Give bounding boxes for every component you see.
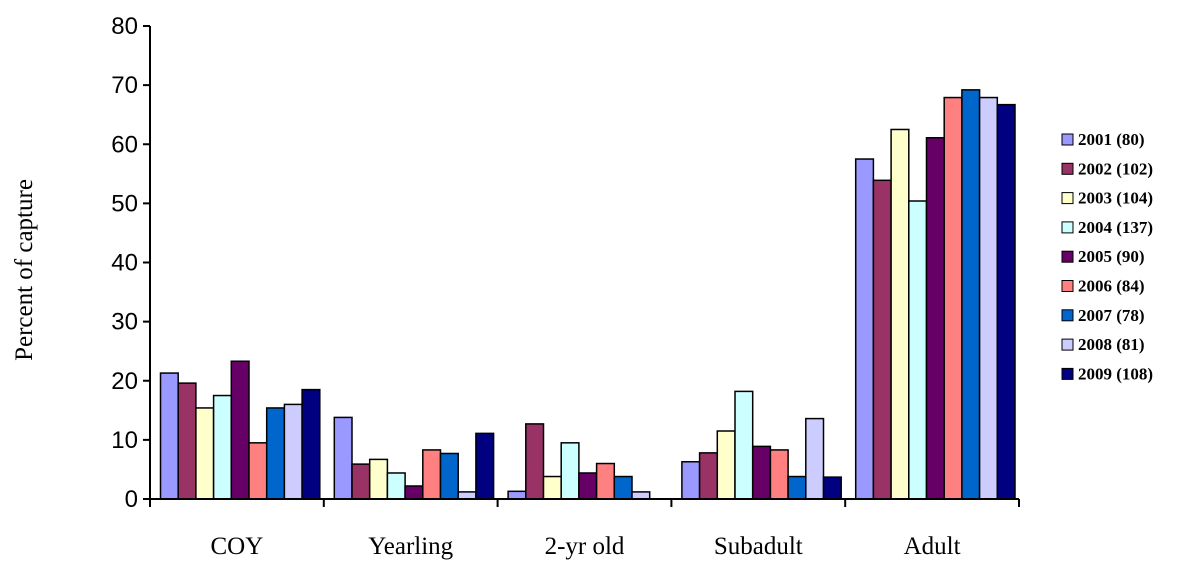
legend-label: 2007 (78) (1078, 306, 1145, 325)
bar (560, 442, 580, 500)
bar (333, 416, 353, 500)
x-category-label: Subadult (714, 533, 803, 560)
bar (787, 475, 807, 500)
bar (734, 390, 754, 500)
y-tick-label: 10 (111, 427, 138, 454)
y-tick-label: 20 (111, 368, 138, 395)
bar (698, 452, 719, 500)
legend-swatch (1061, 280, 1074, 292)
legend-label: 2004 (137) (1078, 218, 1153, 237)
legend-swatch (1061, 338, 1074, 351)
legend-label: 2006 (84) (1078, 277, 1145, 296)
x-axis-ticks: COY Yearling 2-yr old Subadult Adult (149, 499, 1020, 560)
bar (595, 462, 616, 500)
bar (248, 442, 268, 500)
bar (613, 475, 633, 500)
bar (996, 103, 1016, 500)
bars (159, 89, 1016, 500)
y-axis-ticks: 0 10 20 30 40 50 60 70 80 (111, 13, 150, 513)
bar (908, 200, 928, 500)
bar (578, 472, 598, 500)
legend-swatch (1061, 133, 1074, 146)
bar (422, 449, 442, 500)
legend-swatch (1061, 221, 1074, 234)
legend-label: 2005 (90) (1078, 247, 1145, 266)
x-category-label: Adult (904, 533, 961, 560)
bar (751, 445, 772, 500)
legend-swatch (1061, 367, 1074, 380)
bar (301, 388, 321, 500)
legend-label: 2009 (108) (1078, 364, 1153, 383)
bar (769, 449, 789, 500)
bar (507, 490, 527, 500)
bar (978, 96, 999, 500)
legend-label: 2008 (81) (1078, 335, 1145, 354)
bar (822, 476, 842, 500)
y-tick-label: 80 (111, 13, 138, 40)
bar (212, 394, 233, 500)
y-tick-label: 70 (111, 72, 138, 99)
bar (961, 89, 981, 500)
bar (716, 430, 736, 500)
bar (890, 128, 910, 500)
bar (368, 458, 389, 500)
bar (404, 485, 424, 500)
bar (631, 491, 651, 500)
bar (925, 136, 945, 500)
legend-swatch (1061, 192, 1074, 205)
bar (177, 382, 197, 500)
bar (386, 472, 406, 500)
bar (943, 96, 963, 500)
y-tick-label: 30 (111, 309, 138, 336)
bar (457, 491, 477, 500)
legend-label: 2001 (80) (1078, 130, 1145, 149)
x-category-label: COY (211, 533, 264, 560)
bar (195, 407, 215, 500)
bar (283, 403, 303, 500)
bar (681, 461, 701, 500)
legend-swatch (1061, 162, 1074, 175)
bar (805, 417, 825, 500)
legend-label: 2002 (102) (1078, 159, 1153, 178)
bar (872, 179, 892, 500)
bar (854, 158, 875, 500)
legend: 2001 (80) 2002 (102) 2003 (104) 2004 (137) 2… (1061, 130, 1153, 383)
y-tick-label: 60 (111, 131, 138, 158)
bar (542, 475, 562, 500)
legend-label: 2003 (104) (1078, 189, 1153, 208)
y-tick-label: 0 (125, 486, 138, 513)
bar (265, 407, 286, 500)
x-category-label: Yearling (368, 533, 453, 560)
bar (351, 463, 371, 500)
bar (525, 423, 545, 500)
legend-swatch (1061, 309, 1074, 322)
y-axis-title: Percent of capture (11, 179, 38, 361)
bar (439, 452, 459, 500)
bar (230, 360, 250, 500)
y-tick-label: 40 (111, 250, 138, 277)
legend-swatch (1061, 250, 1074, 263)
bar (159, 372, 179, 500)
bar (475, 432, 495, 500)
y-tick-label: 50 (111, 190, 138, 217)
x-category-label: 2-yr old (545, 533, 625, 560)
